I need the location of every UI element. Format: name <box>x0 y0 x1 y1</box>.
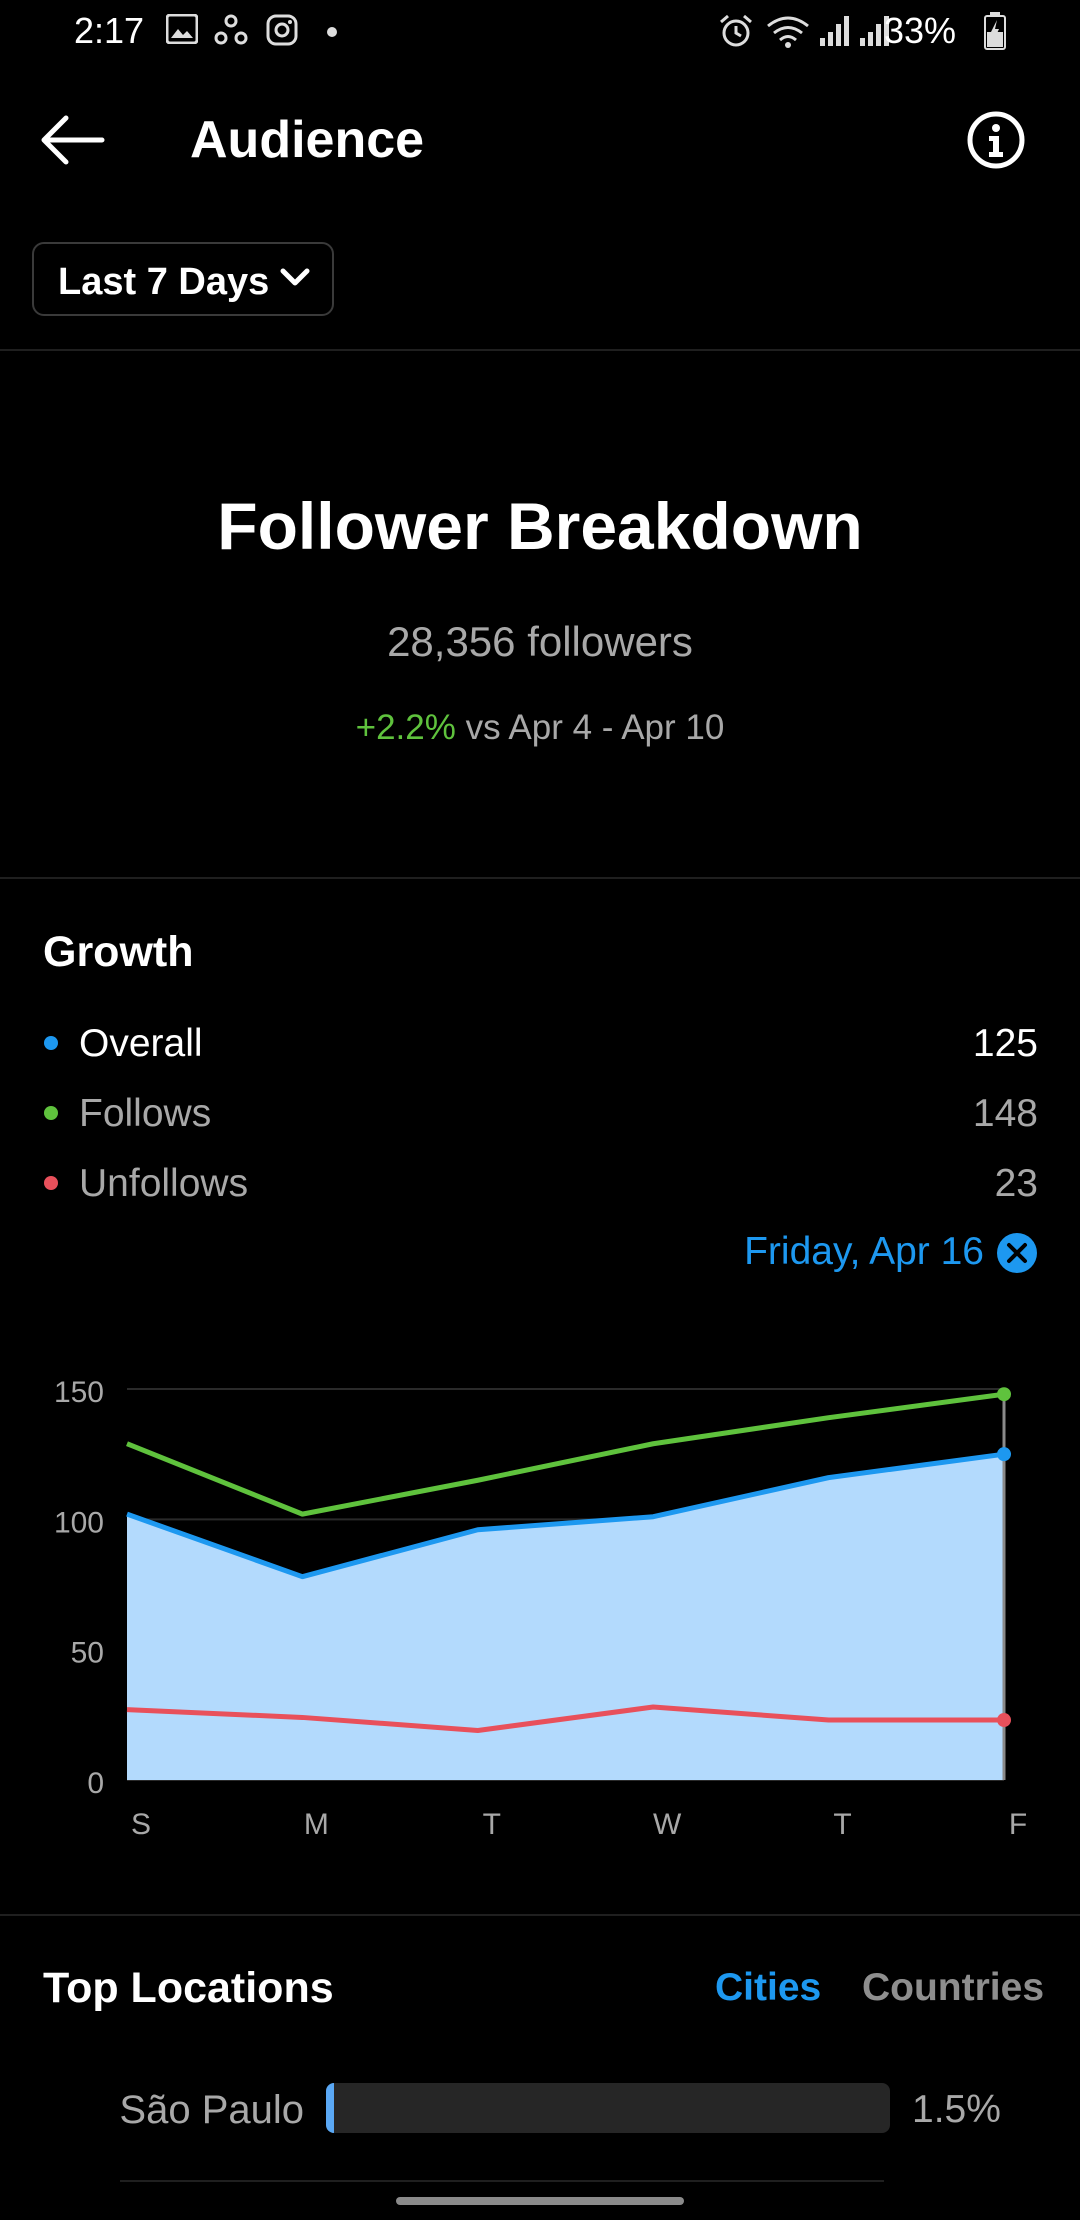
date-range-dropdown[interactable]: Last 7 Days <box>32 242 334 316</box>
signal-icon <box>820 16 849 46</box>
instagram-icon <box>266 14 298 46</box>
series-line-follows <box>126 1391 1005 1517</box>
location-percent: 1.5% <box>912 2088 1001 2131</box>
status-bar: 2:17 33% <box>0 0 1080 64</box>
legend-name: Follows <box>79 1092 212 1135</box>
signal-icon <box>860 16 889 46</box>
battery-charging-icon <box>984 12 1006 50</box>
top-locations-title: Top Locations <box>43 1964 334 2012</box>
app-bar: Audience <box>0 80 1080 200</box>
follower-count: 28,356 followers <box>387 618 693 665</box>
legend-row-follows[interactable]: Follows 148 <box>0 1084 1080 1144</box>
x-tick-label: F <box>1009 1808 1027 1841</box>
location-row: São Paulo 1.5% <box>0 2080 1080 2136</box>
page-title: Audience <box>190 111 425 169</box>
sync-icon <box>214 14 248 45</box>
y-tick-label: 0 <box>87 1767 104 1800</box>
wifi-icon <box>767 16 809 48</box>
series-line-unfollows <box>126 1704 1004 1733</box>
x-tick-label: T <box>483 1808 501 1841</box>
battery-percent: 33% <box>883 10 956 51</box>
selected-point-unfollows <box>997 1713 1011 1728</box>
growth-chart[interactable]: 0 50 100 150 S M T W T F <box>0 1340 1080 1860</box>
x-tick-label: W <box>653 1808 682 1841</box>
status-time: 2:17 <box>74 10 145 51</box>
divider <box>0 349 1080 351</box>
follower-breakdown-title: Follower Breakdown <box>217 489 863 563</box>
legend-name: Unfollows <box>79 1162 249 1205</box>
y-tick-label: 100 <box>54 1506 104 1539</box>
legend-dot <box>44 1036 58 1050</box>
legend-value: 125 <box>972 1022 1038 1065</box>
change-percent: +2.2% <box>355 708 456 747</box>
y-tick-label: 150 <box>54 1376 104 1409</box>
info-icon[interactable] <box>966 110 1026 170</box>
dot-icon <box>327 27 337 37</box>
chevron-down-icon <box>280 268 310 286</box>
image-icon <box>166 14 198 44</box>
change-compare: vs Apr 4 - Apr 10 <box>465 708 725 747</box>
close-circle-icon[interactable] <box>996 1232 1038 1274</box>
legend-dot <box>44 1106 58 1120</box>
tab-countries[interactable]: Countries <box>862 1966 1045 2009</box>
tab-cities[interactable]: Cities <box>715 1966 822 2009</box>
follower-change: +2.2% vs Apr 4 - Apr 10 <box>0 708 1080 748</box>
growth-title: Growth <box>43 928 194 976</box>
location-bar-fill <box>326 2083 335 2133</box>
date-range-label: Last 7 Days <box>58 261 270 303</box>
alarm-icon <box>720 14 752 47</box>
legend-dot <box>44 1176 58 1190</box>
legend-row-unfollows[interactable]: Unfollows 23 <box>0 1154 1080 1214</box>
legend-name: Overall <box>79 1022 203 1065</box>
selected-point-overall <box>997 1447 1011 1462</box>
series-line-overall <box>126 1451 1005 1580</box>
x-tick-label: S <box>131 1808 151 1841</box>
selected-date: Friday, Apr 16 <box>744 1230 984 1273</box>
location-name: São Paulo <box>119 2088 304 2132</box>
selected-point-follows <box>997 1387 1011 1402</box>
home-indicator[interactable] <box>396 2197 684 2205</box>
legend-value: 23 <box>994 1162 1038 1205</box>
divider <box>120 2180 884 2182</box>
divider <box>0 877 1080 879</box>
x-tick-label: M <box>304 1808 329 1841</box>
arrow-left-icon[interactable] <box>38 110 108 170</box>
divider <box>0 1914 1080 1916</box>
x-tick-label: T <box>833 1808 851 1841</box>
area-fill-overall <box>127 1454 1004 1780</box>
legend-value: 148 <box>972 1092 1038 1135</box>
legend-row-overall[interactable]: Overall 125 <box>0 1014 1080 1074</box>
location-bar <box>326 2083 890 2133</box>
y-tick-label: 50 <box>71 1637 104 1670</box>
